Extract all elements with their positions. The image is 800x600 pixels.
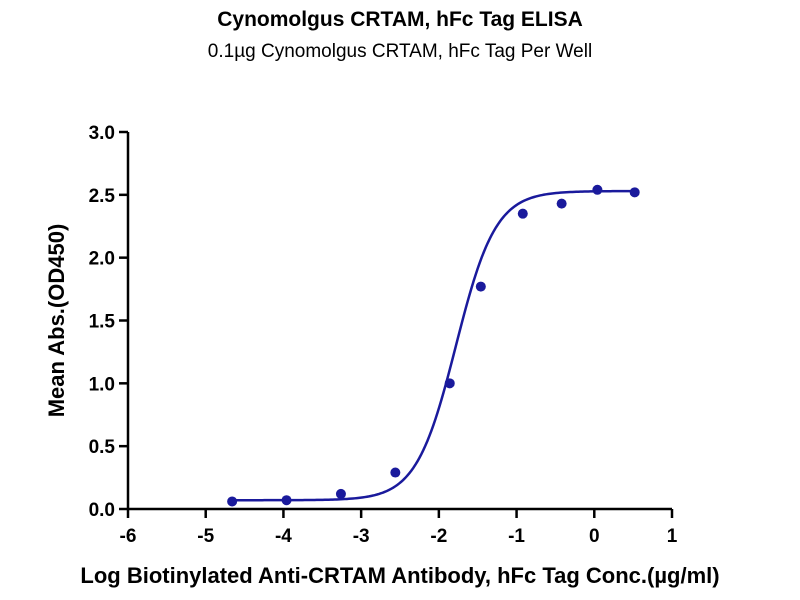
x-tick-label: -4: [275, 526, 292, 547]
data-point: [475, 281, 486, 292]
data-point: [517, 208, 528, 219]
y-axis-label: Mean Abs.(OD450): [44, 224, 69, 418]
x-tick-label: -6: [120, 526, 137, 547]
y-tick-label: 0.5: [89, 437, 116, 458]
data-point: [629, 187, 640, 198]
axes: [126, 132, 672, 511]
data-point: [335, 488, 346, 499]
data-points: [227, 184, 640, 507]
fit-curve: [232, 189, 635, 502]
ticks: -6 -5 -4 -3 -2 -1 0 1 0.0 0.5 1.0 1.5 2.0 2.5 3.0: [89, 123, 678, 547]
y-tick-label: 2.5: [89, 186, 116, 207]
y-tick-label: 1.0: [89, 374, 115, 395]
x-tick-label: -2: [430, 526, 447, 547]
data-point: [592, 184, 603, 195]
data-point: [556, 198, 567, 209]
chart-title: Cynomolgus CRTAM, hFc Tag ELISA: [217, 8, 583, 31]
x-tick-label: 0: [589, 526, 600, 547]
y-tick-label: 3.0: [89, 123, 115, 144]
x-tick-label: -1: [508, 526, 525, 547]
data-point: [281, 495, 292, 506]
x-tick-label: -5: [197, 526, 214, 547]
y-tick-label: 0.0: [89, 500, 115, 521]
y-tick-label: 2.0: [89, 249, 115, 270]
data-point: [390, 467, 401, 478]
data-point: [444, 378, 455, 389]
chart-subtitle: 0.1µg Cynomolgus CRTAM, hFc Tag Per Well: [207, 41, 593, 62]
x-tick-label: -3: [353, 526, 370, 547]
data-point: [227, 496, 238, 507]
y-tick-label: 1.5: [89, 312, 116, 333]
x-axis-label: Log Biotinylated Anti-CRTAM Antibody, hF…: [80, 563, 719, 588]
x-tick-label: 1: [667, 526, 678, 547]
